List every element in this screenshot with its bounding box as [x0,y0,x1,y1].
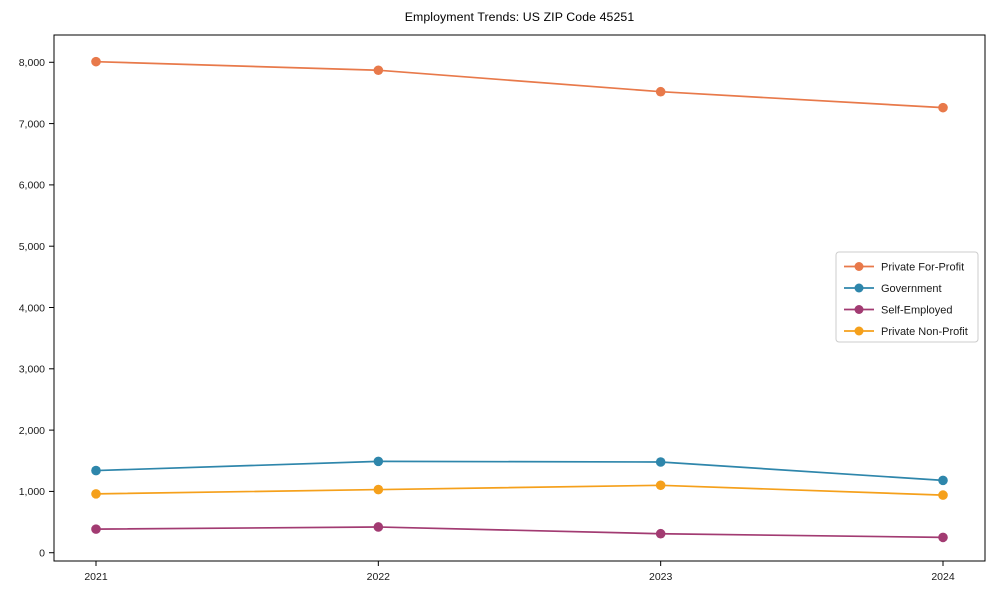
legend-marker-icon [854,305,864,314]
data-point [91,524,101,534]
plot-border [53,34,986,562]
x-tick-label: 2022 [367,571,391,583]
data-point [373,65,384,76]
data-point [373,456,384,467]
chart-title: Employment Trends: US ZIP Code 45251 [404,10,635,24]
y-tick-label: 4,000 [19,302,45,314]
legend: Private For-Profit Government Self-Employe… [835,251,979,343]
data-point [655,86,666,97]
data-point [91,465,101,476]
data-point [938,532,948,543]
y-tick-label: 3,000 [19,364,45,376]
y-tick-label: 2,000 [19,425,45,437]
series-line-self-employed [95,526,944,539]
series-line-private-for-profit [95,60,944,109]
data-point [373,522,384,532]
y-tick-label: 6,000 [19,180,45,192]
data-point [91,56,101,67]
y-tick-label: 8,000 [19,57,45,69]
series-line-private-non-profit [95,484,944,496]
legend-item: Self-Employed [844,305,953,317]
data-point [655,457,666,467]
data-point [655,528,666,539]
data-point [373,484,384,495]
legend-marker-icon [854,283,864,293]
data-point [91,489,101,499]
legend-label: Private Non-Profit [881,326,968,338]
y-tick-label: 0 [39,548,45,560]
legend-label: Private For-Profit [881,262,964,274]
data-point [938,490,948,500]
data-point [655,480,666,491]
legend-label: Self-Employed [881,305,953,317]
y-tick-label: 5,000 [19,241,45,253]
data-point [938,102,948,113]
y-tick-label: 7,000 [19,118,45,130]
data-point [938,475,948,486]
x-tick-label: 2023 [649,571,673,583]
legend-item: Government [844,283,942,295]
legend-item: Private For-Profit [844,262,964,274]
legend-marker-icon [854,262,864,271]
x-tick-label: 2021 [84,571,108,583]
legend-item: Private Non-Profit [844,326,968,338]
legend-label: Government [881,283,942,295]
x-tick-label: 2024 [931,571,955,583]
series-line-government [95,460,944,482]
legend-box [835,251,979,343]
legend-marker-icon [854,326,864,336]
y-tick-label: 1,000 [19,486,45,498]
